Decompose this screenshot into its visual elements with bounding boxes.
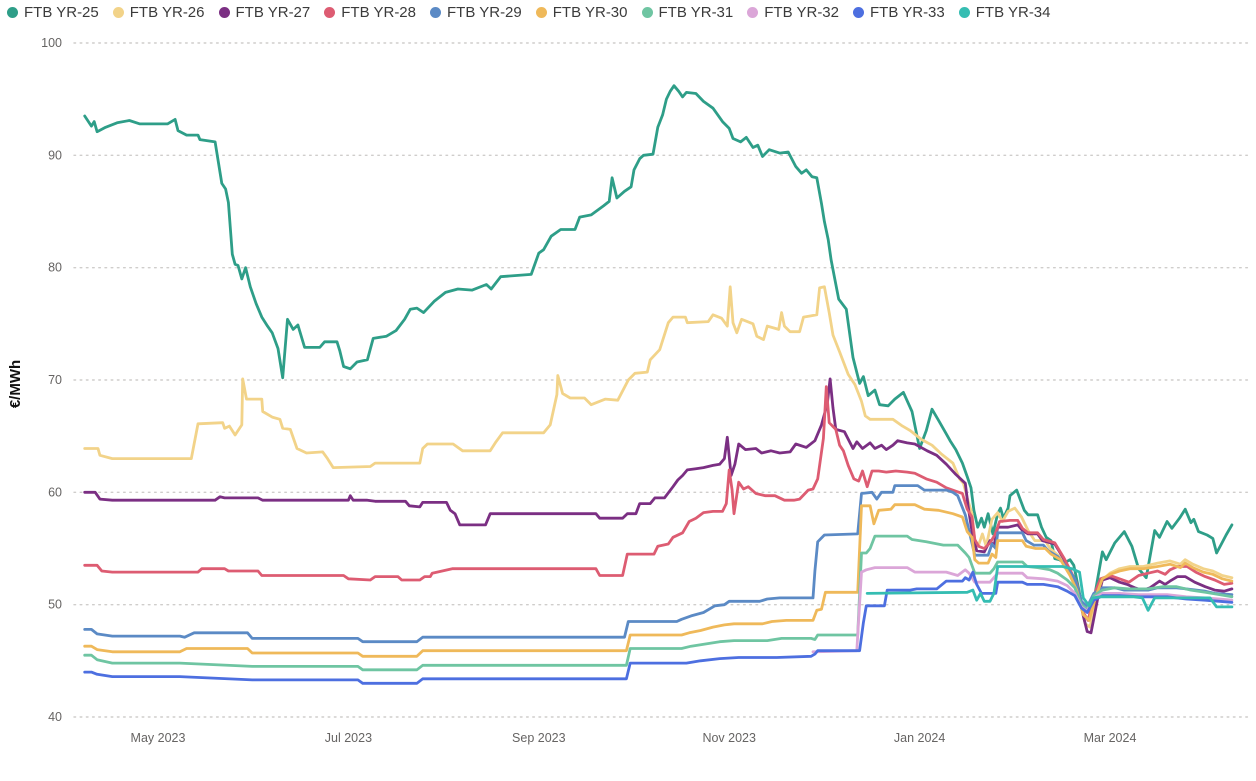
y-tick-label: 70 [48,373,62,387]
legend-label: FTB YR-26 [129,4,205,21]
legend-dot-icon [112,7,124,18]
y-tick-label: 50 [48,598,62,612]
x-tick-label: Jan 2024 [894,731,945,745]
legend-dot-icon [324,7,336,18]
x-tick-label: Mar 2024 [1084,731,1137,745]
legend-item-ftb-yr-31[interactable]: FTB YR-31 [641,4,734,21]
legend-item-ftb-yr-33[interactable]: FTB YR-33 [853,4,945,21]
x-tick-label: Nov 2023 [702,731,756,745]
series-line-ftb-yr-29[interactable] [83,484,1234,644]
series-line-ftb-yr-25[interactable] [83,84,1234,610]
y-tick-label: 60 [48,485,62,499]
legend-dot-icon [7,7,18,18]
y-tick-label: 40 [48,710,62,724]
legend-item-ftb-yr-26[interactable]: FTB YR-26 [112,4,205,21]
x-tick-label: May 2023 [131,731,186,745]
legend-dot-icon [218,7,230,18]
series-line-ftb-yr-31[interactable] [83,534,1234,672]
legend-dot-icon [958,7,970,18]
series-line-ftb-yr-32[interactable] [811,566,1234,654]
legend-item-ftb-yr-25[interactable]: FTB YR-25 [7,4,99,21]
y-axis-title: €/MWh [7,360,24,408]
legend-label: FTB YR-32 [764,4,839,21]
legend-label: FTB YR-34 [975,4,1051,21]
series-line-ftb-yr-33[interactable] [83,570,1234,685]
legend-dot-icon [641,7,653,18]
legend-item-ftb-yr-28[interactable]: FTB YR-28 [324,4,416,21]
series-line-ftb-yr-34[interactable] [865,565,1234,612]
legend-item-ftb-yr-27[interactable]: FTB YR-27 [218,4,311,21]
legend-item-ftb-yr-34[interactable]: FTB YR-34 [958,4,1051,21]
series-line-ftb-yr-27[interactable] [83,377,1234,635]
legend-dot-icon [430,7,441,18]
legend-label: FTB YR-31 [658,4,734,21]
legend-label: FTB YR-25 [24,4,99,21]
series-line-ftb-yr-30[interactable] [83,503,1234,658]
legend-label: FTB YR-33 [870,4,945,21]
chart-legend: FTB YR-25 FTB YR-26 FTB YR-27 FTB YR-28 FTB … [7,4,1065,21]
series-line-ftb-yr-28[interactable] [83,385,1234,622]
x-tick-label: Jul 2023 [325,731,372,745]
legend-item-ftb-yr-29[interactable]: FTB YR-29 [430,4,522,21]
legend-label: FTB YR-29 [447,4,522,21]
x-tick-label: Sep 2023 [512,731,566,745]
legend-label: FTB YR-27 [235,4,311,21]
legend-item-ftb-yr-32[interactable]: FTB YR-32 [747,4,839,21]
legend-dot-icon [535,7,547,18]
y-tick-label: 100 [41,36,62,50]
gridlines [73,42,1249,718]
legend-dot-icon [747,7,759,18]
y-tick-label: 80 [48,261,62,275]
legend-item-ftb-yr-30[interactable]: FTB YR-30 [535,4,628,21]
legend-dot-icon [853,7,864,18]
legend-label: FTB YR-30 [552,4,628,21]
y-tick-label: 90 [48,148,62,162]
legend-label: FTB YR-28 [341,4,416,21]
